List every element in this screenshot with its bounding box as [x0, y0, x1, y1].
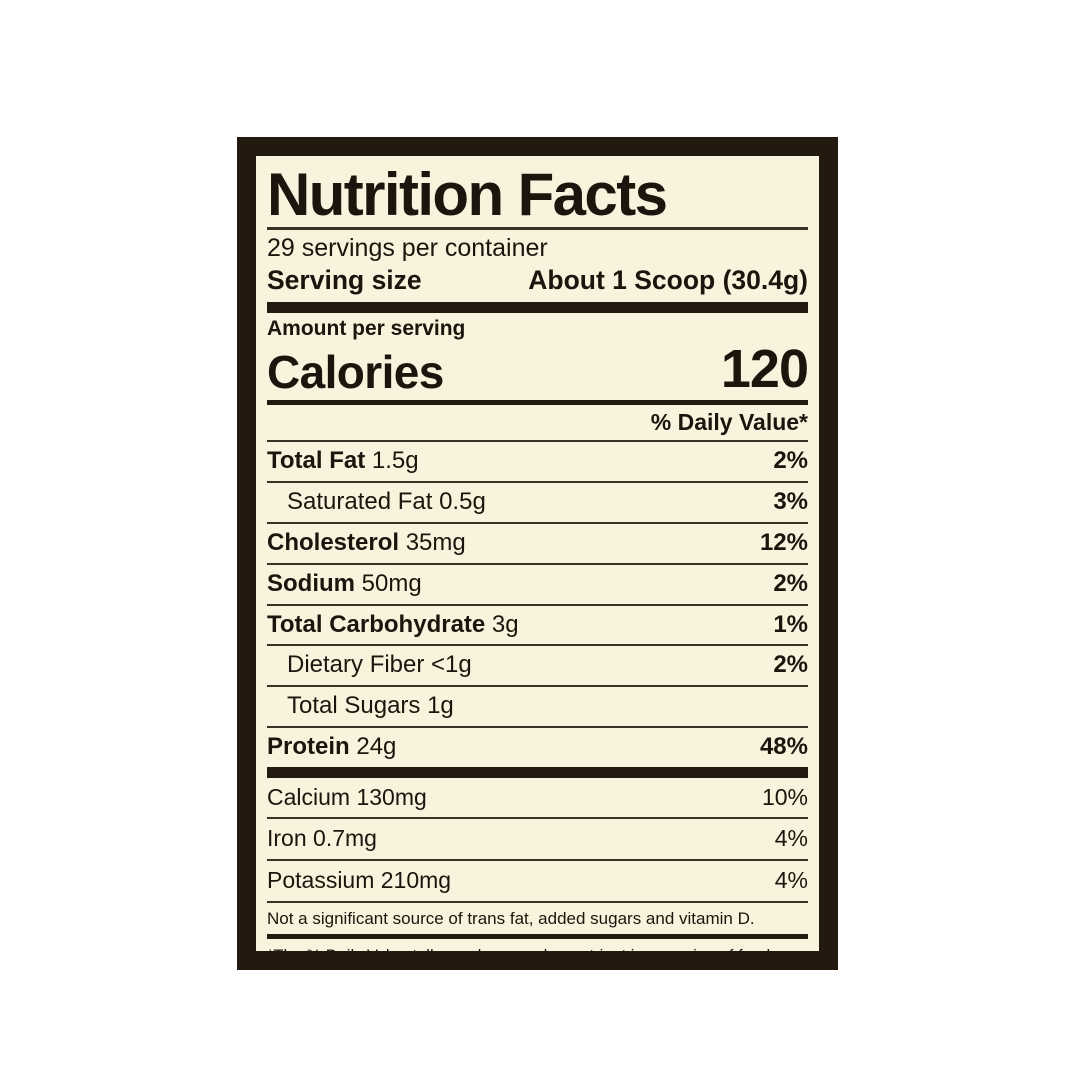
table-row: Calcium 130mg 10% — [267, 778, 808, 818]
nutrient-list: Total Fat 1.5g 2% Saturated Fat 0.5g 3% Chol… — [267, 442, 808, 766]
protein-thick-divider — [267, 766, 808, 778]
nutrient-name: Protein 24g — [267, 733, 397, 761]
nutrition-facts-label: Nutrition Facts 29 servings per containe… — [237, 137, 838, 970]
nutrient-row-divider — [267, 726, 808, 729]
calories-value: 120 — [720, 338, 809, 399]
nutrient-name: Saturated Fat 0.5g — [287, 488, 486, 516]
micronutrient-name: Potassium 210mg — [267, 867, 452, 894]
nutrient-daily-value: 2% — [773, 651, 808, 679]
nutrient-daily-value: 12% — [759, 529, 808, 557]
table-row: Total Carbohydrate 3g 1% — [267, 606, 808, 645]
table-row: Protein 24g 48% — [267, 728, 808, 767]
calories-row: Calories 120 — [267, 338, 809, 400]
serving-size-row: Serving size About 1 Scoop (30.4g) — [267, 264, 808, 302]
nutrient-daily-value: 48% — [759, 733, 808, 761]
not-significant-source-note: Not a significant source of trans fat, a… — [267, 908, 755, 928]
micronutrient-name: Iron 0.7mg — [267, 825, 377, 852]
micronutrient-divider — [267, 900, 808, 903]
micronutrient-name: Calcium 130mg — [267, 783, 427, 810]
micronutrient-daily-value: 10% — [761, 783, 808, 810]
nutrient-name: Cholesterol 35mg — [267, 529, 466, 557]
micronutrient-daily-value: 4% — [774, 867, 808, 894]
serving-size-value: About 1 Scoop (30.4g) — [528, 265, 808, 296]
nutrient-daily-value: 1% — [773, 610, 808, 638]
title-divider — [267, 226, 808, 230]
nutrient-daily-value: 3% — [773, 488, 808, 516]
table-row: Dietary Fiber <1g 2% — [267, 646, 808, 685]
footnote-divider — [267, 933, 808, 939]
page-title: Nutrition Facts — [267, 161, 668, 228]
micronutrient-list: Calcium 130mg 10% Iron 0.7mg 4% Potassium 21… — [267, 778, 808, 901]
nutrient-name: Dietary Fiber <1g — [287, 651, 472, 679]
nutrient-name: Total Carbohydrate 3g — [267, 610, 519, 638]
servings-per-container: 29 servings per container — [267, 233, 548, 262]
micronutrient-row-divider — [267, 859, 808, 862]
nutrient-name: Sodium 50mg — [267, 569, 422, 597]
nutrient-row-divider — [267, 481, 808, 484]
nutrient-name: Total Fat 1.5g — [267, 447, 419, 475]
table-row: Iron 0.7mg 4% — [267, 819, 808, 859]
nutrient-name: Total Sugars 1g — [287, 692, 454, 720]
header-thick-divider — [267, 302, 808, 314]
nutrient-row-divider — [267, 644, 808, 647]
table-row: Total Fat 1.5g 2% — [267, 442, 808, 481]
nutrient-daily-value: 2% — [773, 569, 808, 597]
table-row: Total Sugars 1g — [267, 687, 808, 726]
amount-per-serving-label: Amount per serving — [267, 317, 466, 341]
nutrient-row-divider — [267, 522, 808, 525]
table-row: Saturated Fat 0.5g 3% — [267, 483, 808, 522]
calories-divider — [267, 399, 808, 405]
nutrient-row-divider — [267, 562, 808, 565]
serving-size-label: Serving size — [267, 265, 422, 296]
daily-value-header: % Daily Value* — [650, 408, 808, 435]
nutrient-row-divider — [267, 603, 808, 606]
table-row: Cholesterol 35mg 12% — [267, 524, 808, 563]
nutrition-facts-panel: Nutrition Facts 29 servings per containe… — [256, 156, 819, 951]
nutrient-daily-value: 2% — [773, 447, 808, 475]
daily-value-divider — [267, 440, 808, 443]
nutrient-row-divider — [267, 685, 808, 688]
daily-value-footnote: *The % Daily Value tells you how much a … — [267, 939, 808, 951]
micronutrient-row-divider — [267, 817, 808, 820]
table-row: Potassium 210mg 4% — [267, 861, 808, 901]
table-row: Sodium 50mg 2% — [267, 565, 808, 604]
micronutrient-daily-value: 4% — [774, 825, 808, 852]
calories-label: Calories — [267, 345, 444, 398]
